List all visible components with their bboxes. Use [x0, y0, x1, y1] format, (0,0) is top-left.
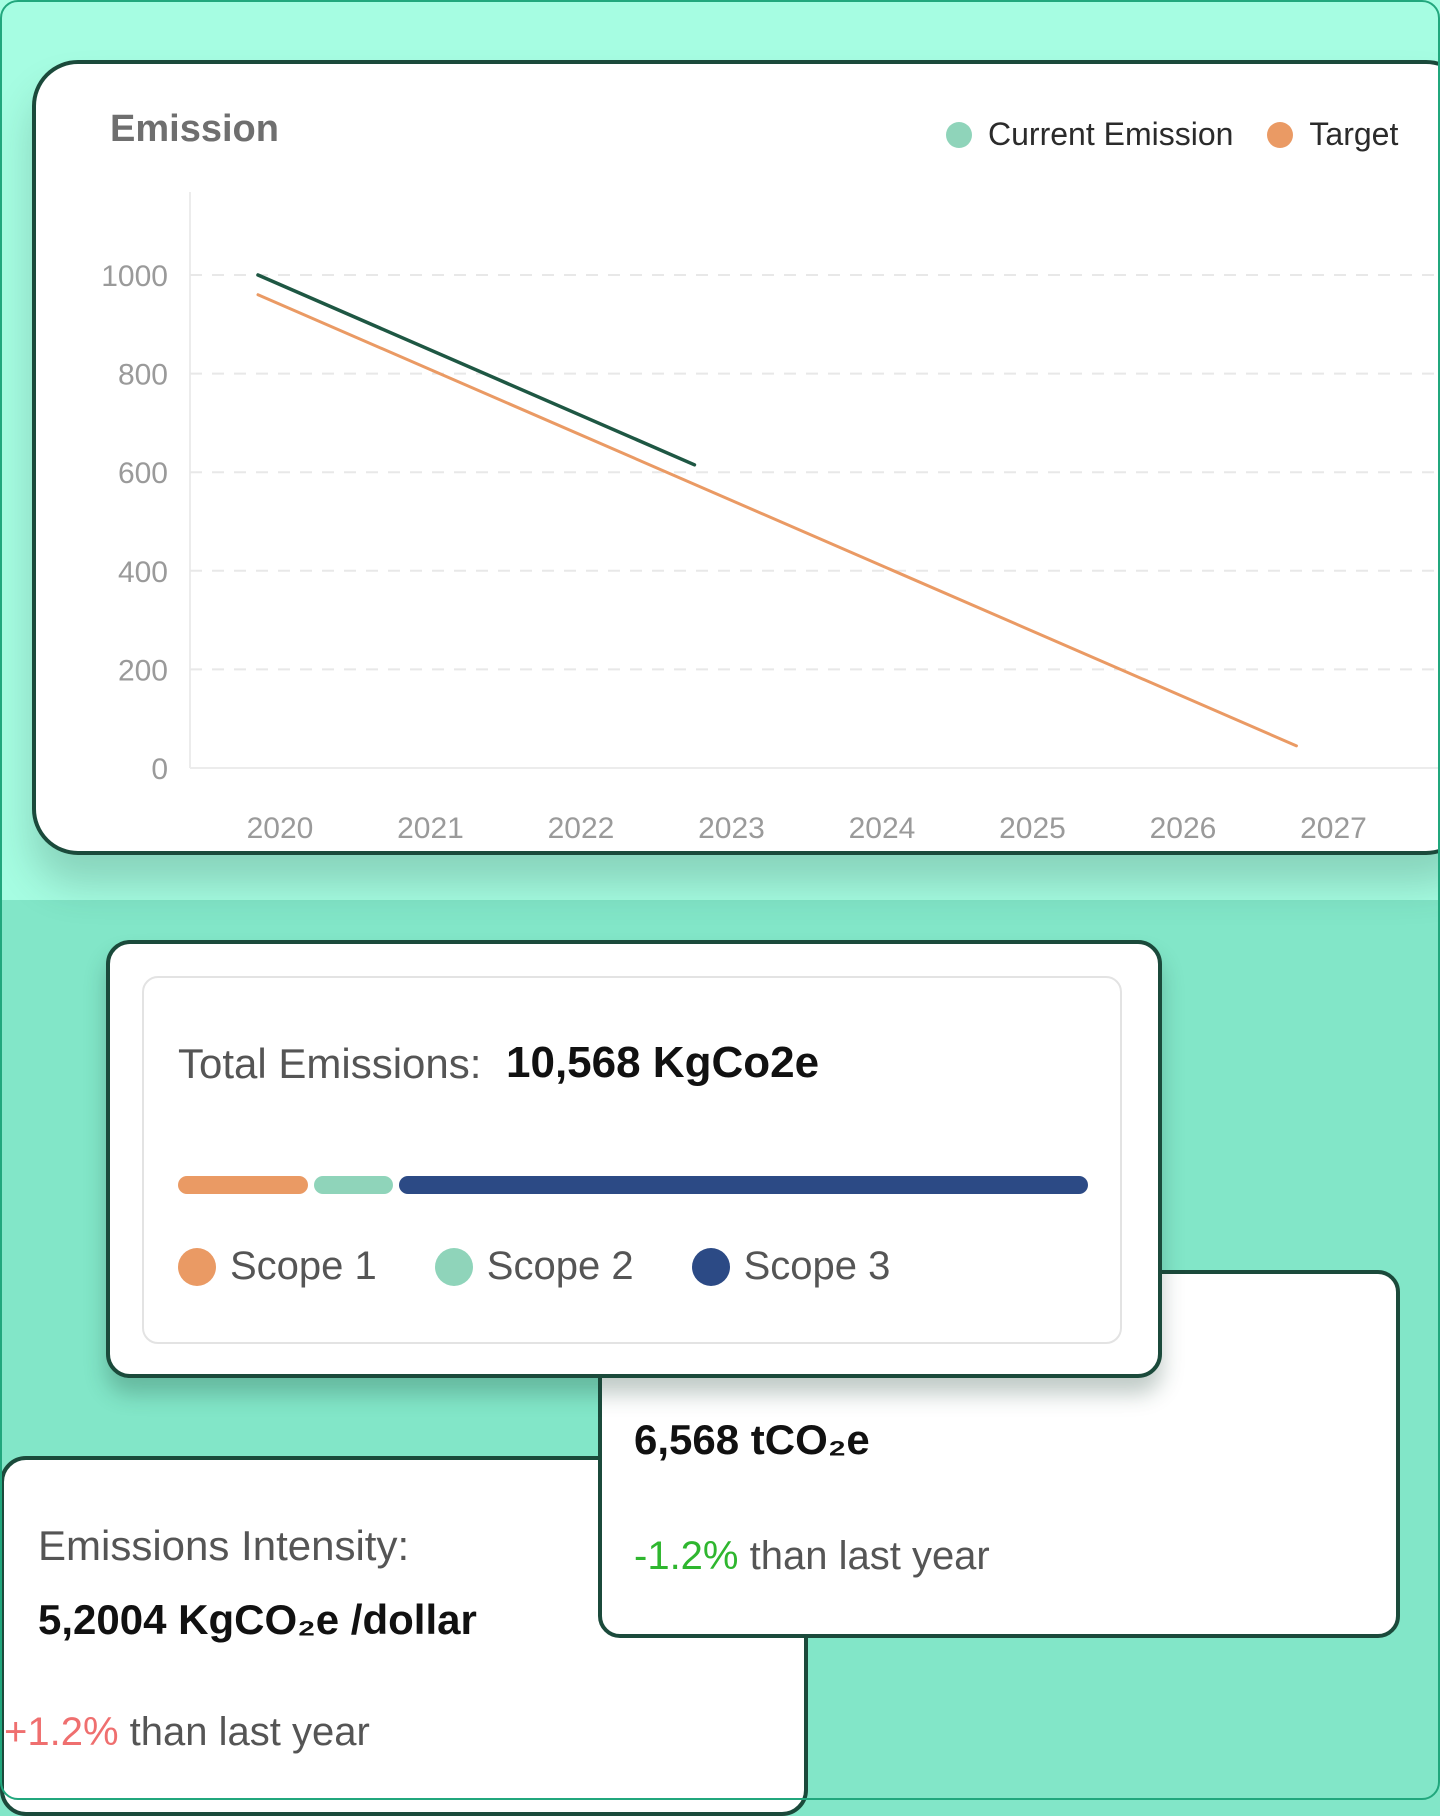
scope-1-bar-segment	[178, 1176, 309, 1194]
x-tick-label-2027: 2027	[1300, 812, 1367, 845]
scope-3-dot	[691, 1247, 730, 1286]
intensity-change-percent: +1.2%	[4, 1710, 119, 1754]
y-tick-label-1000: 1000	[101, 260, 168, 293]
scope-legend: Scope 1 Scope 2 Scope 3	[178, 1244, 948, 1289]
x-tick-label-2021: 2021	[397, 812, 464, 845]
scope-2-label: Scope 2	[486, 1244, 634, 1288]
y-tick-label-600: 600	[118, 457, 168, 490]
emissions-intensity-card[interactable]: Emissions Intensity: 5,2004 KgCO₂e /doll…	[0, 1456, 808, 1816]
scope-2-dot	[434, 1247, 473, 1286]
x-tick-label-2025: 2025	[999, 812, 1066, 845]
scope-1-dot	[178, 1247, 216, 1286]
co2-change-percent: -1.2%	[634, 1534, 739, 1578]
legend-dot-current-emission	[946, 121, 972, 148]
chart-legend: Current Emission Target	[946, 116, 1432, 153]
series-line-target	[256, 293, 1298, 748]
x-tick-label-2020: 2020	[247, 812, 314, 845]
y-tick-label-400: 400	[118, 556, 168, 589]
intensity-change-suffix: than last year	[118, 1710, 370, 1754]
scope-3-bar-segment	[399, 1176, 1088, 1194]
intensity-label: Emissions Intensity:	[38, 1522, 410, 1569]
legend-label-current-emission: Current Emission	[988, 116, 1234, 152]
scope-3-label: Scope 3	[743, 1244, 891, 1288]
co2-value: 6,568 tCO₂e	[634, 1416, 870, 1463]
y-tick-label-200: 200	[118, 654, 168, 687]
y-tick-label-800: 800	[118, 359, 168, 392]
legend-dot-target	[1267, 121, 1294, 148]
scope-legend-item-3[interactable]: Scope 3	[691, 1244, 891, 1289]
legend-item-target[interactable]: Target	[1267, 116, 1398, 153]
total-emissions-value: 10,568 KgCo2e	[506, 1038, 820, 1087]
emission-line-chart: 0 200 400 600 800 1000 2020 2021 2022 2023 2024 202…	[101, 192, 1440, 845]
series-line-current-emission	[256, 273, 697, 467]
intensity-change: +1.2% than last year	[4, 1710, 370, 1755]
scope-legend-item-1[interactable]: Scope 1	[178, 1244, 377, 1289]
scope-1-label: Scope 1	[230, 1244, 377, 1288]
chart-title: Emission	[110, 108, 279, 150]
legend-label-target: Target	[1309, 116, 1399, 152]
y-tick-label-0: 0	[151, 753, 168, 786]
total-emissions-label: Total Emissions:	[178, 1040, 482, 1087]
scope-2-bar-segment	[314, 1176, 394, 1194]
x-tick-label-2024: 2024	[849, 812, 916, 845]
co2-change-suffix: than last year	[738, 1534, 990, 1578]
intensity-value: 5,2004 KgCO₂e /dollar	[38, 1596, 477, 1643]
co2-change: -1.2% than last year	[634, 1534, 990, 1579]
x-tick-label-2023: 2023	[698, 812, 765, 845]
emission-chart-card: 0 200 400 600 800 1000 2020 2021 2022 2023 2024 202…	[32, 60, 1440, 855]
total-emissions-inner: Total Emissions: 10,568 KgCo2e Scope 1 S…	[142, 976, 1122, 1344]
x-tick-label-2022: 2022	[548, 812, 615, 845]
total-emissions-card[interactable]: Total Emissions: 10,568 KgCo2e Scope 1 S…	[106, 940, 1162, 1378]
x-tick-label-2026: 2026	[1150, 812, 1217, 845]
legend-item-current-emission[interactable]: Current Emission	[946, 116, 1233, 153]
scope-legend-item-2[interactable]: Scope 2	[434, 1244, 634, 1289]
